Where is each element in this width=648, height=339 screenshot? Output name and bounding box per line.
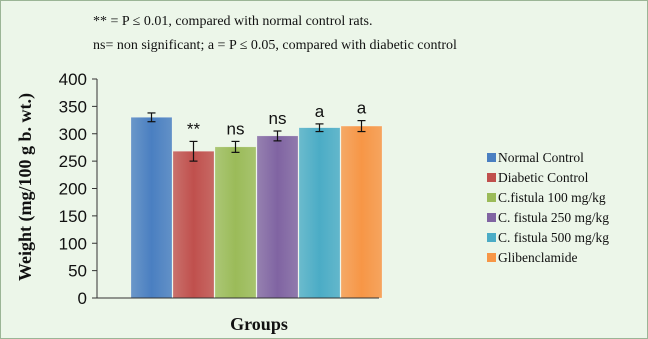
y-tick-label: 300 — [59, 125, 87, 144]
significance-annotations: ** ns ns a a — [187, 99, 367, 139]
significance-label: a — [357, 99, 367, 118]
legend-entry: Normal Control — [498, 150, 584, 165]
bar — [214, 146, 257, 299]
bars — [130, 117, 383, 299]
significance-note-2: ns= non significant; a = P ≤ 0.05, compa… — [93, 38, 457, 53]
legend-entry: Glibenclamide — [498, 250, 577, 265]
significance-label: a — [315, 102, 325, 121]
y-tick-label: 50 — [68, 262, 87, 281]
y-tick-label: 200 — [59, 180, 87, 199]
bar — [298, 127, 341, 299]
bar — [130, 117, 173, 299]
x-axis-label: Groups — [230, 314, 288, 334]
error-bars — [147, 112, 366, 162]
legend: Normal Control Diabetic Control C.fistula … — [487, 150, 609, 265]
legend-entry: C.fistula 100 mg/kg — [498, 190, 606, 205]
significance-note-1: ** = P ≤ 0.01, compared with normal cont… — [93, 14, 372, 29]
y-tick-label: 100 — [59, 234, 87, 253]
legend-entry: C. fistula 250 mg/kg — [498, 210, 609, 225]
significance-label: ns — [227, 119, 245, 138]
legend-entry: C. fistula 500 mg/kg — [498, 230, 609, 245]
legend-swatch — [487, 213, 496, 222]
legend-swatch — [487, 233, 496, 242]
significance-label: ns — [269, 109, 287, 128]
y-axis-label: Weight (mg/100 g b. wt.) — [15, 93, 36, 281]
legend-swatch — [487, 153, 496, 162]
bar — [340, 125, 383, 299]
legend-swatch — [487, 193, 496, 202]
significance-label: ** — [187, 119, 201, 138]
legend-swatch — [487, 253, 496, 262]
y-tick-label: 0 — [78, 289, 87, 308]
legend-swatch — [487, 173, 496, 182]
y-tick-label: 350 — [59, 97, 87, 116]
legend-entry: Diabetic Control — [498, 170, 589, 185]
y-tick-label: 250 — [59, 152, 87, 171]
bar — [256, 135, 299, 299]
y-tick-label: 150 — [59, 207, 87, 226]
y-axis-ticks: 0 50 100 150 200 250 300 350 400 — [59, 70, 97, 308]
bar — [172, 151, 215, 299]
y-tick-label: 400 — [59, 70, 87, 89]
